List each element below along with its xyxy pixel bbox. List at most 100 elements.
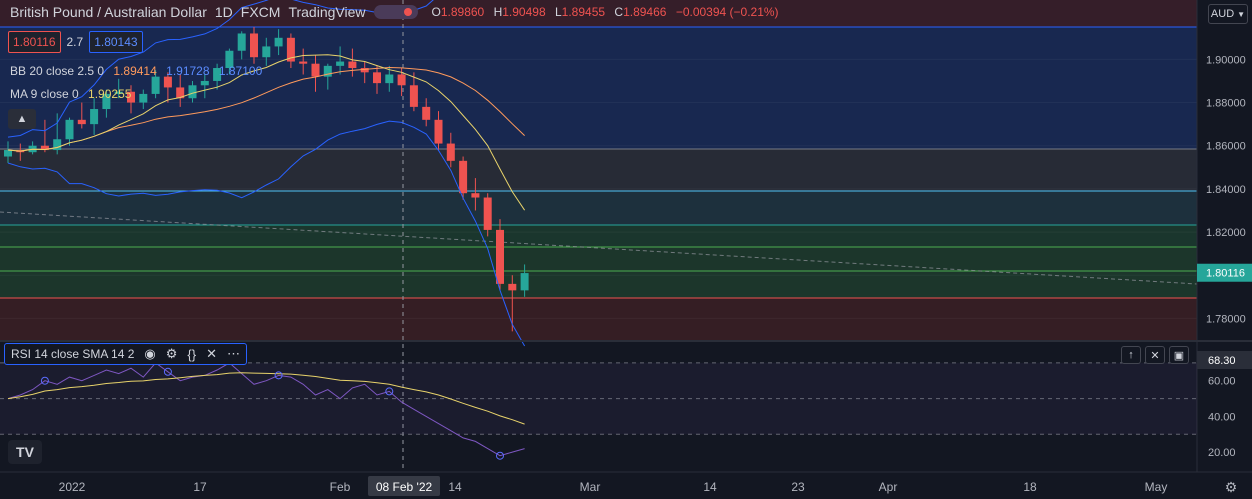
candle-down[interactable] (434, 119, 443, 144)
candle-up[interactable] (262, 46, 271, 58)
candle-down[interactable] (508, 283, 517, 291)
candle-down[interactable] (496, 229, 504, 284)
eye-icon[interactable]: ◉ (144, 346, 156, 361)
candle-down[interactable] (409, 85, 418, 107)
rsi-tick-label: 20.00 (1208, 447, 1236, 459)
candle-down[interactable] (483, 197, 492, 230)
candle-up[interactable] (225, 50, 234, 69)
candle-down[interactable] (422, 106, 431, 120)
maximize-pane-button[interactable]: ▣ (1169, 346, 1189, 364)
candle-up[interactable] (65, 119, 74, 140)
ohlc-close-value: 1.89466 (623, 5, 667, 19)
rsi-label: RSI 14 close SMA 14 2 (11, 347, 135, 361)
symbol-name[interactable]: British Pound / Australian Dollar (10, 4, 207, 20)
trendline[interactable] (0, 211, 1198, 285)
tradingview-logo[interactable]: TV (8, 440, 42, 464)
candle-up[interactable] (336, 61, 345, 66)
candle-down[interactable] (299, 61, 308, 64)
candle-down[interactable] (40, 145, 49, 151)
sell-button[interactable]: 1.80116 (8, 31, 61, 53)
zone-blue (0, 27, 1197, 149)
chevron-down-icon: ▼ (1237, 9, 1246, 19)
gear-icon[interactable]: ⚙ (165, 346, 178, 361)
candle-up[interactable] (114, 91, 123, 94)
time-axis-label: 23 (791, 480, 805, 494)
candle-down[interactable] (286, 37, 295, 62)
candle-down[interactable] (471, 193, 480, 198)
gear-icon[interactable]: ⚙ (1224, 478, 1238, 495)
move-pane-up-button[interactable]: ↑ (1121, 346, 1141, 364)
time-axis[interactable] (0, 472, 1252, 499)
price-axis[interactable] (1197, 0, 1252, 472)
candle-up[interactable] (520, 273, 529, 291)
rsi-ma-line (7, 372, 525, 425)
ma-label: MA 9 close 0 (10, 87, 79, 101)
bb-basis-value: 1.89414 (113, 64, 157, 78)
candle-up[interactable] (237, 33, 246, 51)
candle-up[interactable] (323, 65, 332, 77)
candle-up[interactable] (90, 109, 99, 125)
close-pane-button[interactable]: ✕ (1145, 346, 1165, 364)
candle-up[interactable] (274, 37, 283, 47)
candle-down[interactable] (348, 61, 357, 69)
candle-down[interactable] (176, 87, 185, 99)
candle-down[interactable] (163, 76, 172, 88)
zone-green-2 (0, 247, 1197, 298)
candle-down[interactable] (311, 63, 320, 77)
zone-gray (0, 149, 1197, 191)
candle-down[interactable] (360, 68, 369, 73)
candle-up[interactable] (200, 80, 209, 86)
rsi-marker[interactable] (40, 376, 49, 385)
rsi-current-label: 68.30 (1208, 355, 1236, 367)
ma-legend[interactable]: MA 9 close 0 1.90255 (10, 87, 131, 101)
candle-down[interactable] (127, 91, 135, 103)
price-tick-label: 1.82000 (1206, 227, 1246, 239)
rsi-marker[interactable] (163, 367, 172, 376)
bb-legend[interactable]: BB 20 close 2.5 0 1.89414 1.91728 1.8710… (10, 64, 262, 78)
ma-value: 1.90255 (88, 87, 132, 101)
ohlc-values: O1.89860 H1.90498 L1.89455 C1.89466 −0.0… (432, 5, 785, 19)
candle-down[interactable] (77, 119, 86, 125)
candle-up[interactable] (4, 150, 12, 157)
candle-up[interactable] (151, 76, 160, 94)
buy-button[interactable]: 1.80143 (89, 31, 143, 53)
candle-up[interactable] (53, 139, 62, 151)
candle-up[interactable] (213, 68, 222, 81)
rsi-legend[interactable]: RSI 14 close SMA 14 2 ◉ ⚙ {} ✕ ⋯ (4, 343, 247, 365)
candle-up[interactable] (385, 74, 394, 84)
rsi-marker[interactable] (496, 451, 504, 460)
bb-label: BB 20 close 2.5 0 (10, 64, 105, 78)
ohlc-close-key: C (614, 5, 624, 19)
price-tick-label: 1.88000 (1206, 98, 1246, 110)
exchange-label: FXCM (240, 4, 281, 20)
source-code-icon[interactable]: {} (187, 346, 197, 362)
candle-down[interactable] (373, 72, 381, 84)
arrow-up-icon: ↑ (1128, 349, 1134, 361)
visibility-toggle[interactable] (373, 5, 418, 19)
ohlc-open-key: O (431, 5, 441, 19)
candle-down[interactable] (446, 143, 455, 161)
source-label: TradingView (288, 4, 366, 20)
collapse-legend-button[interactable]: ▲ (8, 109, 36, 129)
close-icon[interactable]: ✕ (206, 346, 217, 361)
more-icon[interactable]: ⋯ (227, 346, 240, 361)
current-price-badge (1197, 263, 1252, 282)
rsi-marker[interactable] (385, 387, 394, 396)
time-axis-label: Apr (879, 480, 898, 494)
candle-down[interactable] (397, 74, 406, 86)
candle-up[interactable] (188, 85, 197, 99)
time-axis-label: 14 (448, 480, 462, 494)
currency-selector[interactable]: AUD ▼ (1208, 4, 1248, 24)
bb-upper-line (7, 0, 434, 138)
candle-up[interactable] (139, 93, 148, 103)
candle-down[interactable] (250, 33, 258, 58)
spread-value: 2.7 (66, 35, 84, 49)
interval-label[interactable]: 1D (214, 4, 233, 20)
rsi-marker[interactable] (274, 371, 283, 380)
candle-down[interactable] (459, 160, 468, 194)
rsi-line (7, 362, 525, 457)
candle-up[interactable] (102, 93, 111, 110)
pane-controls: ↑ ✕ ▣ (1121, 346, 1189, 364)
